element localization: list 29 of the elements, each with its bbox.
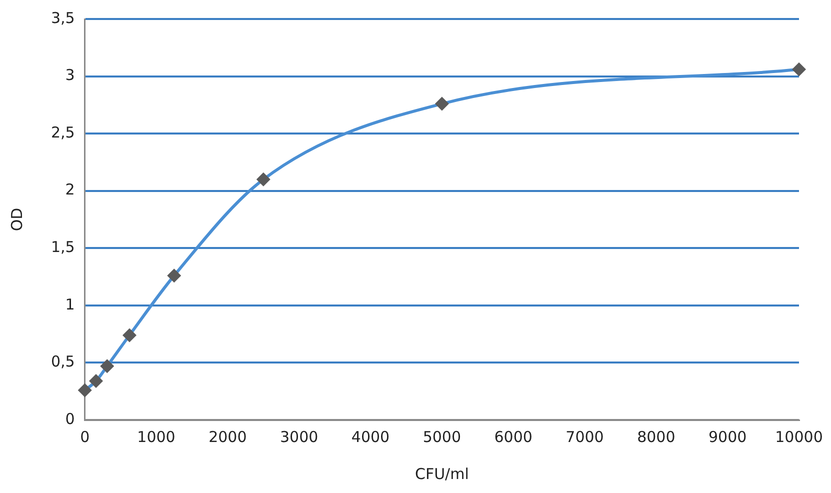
y-tick-label: 1 [65, 295, 75, 314]
x-tick-label: 6000 [494, 428, 532, 446]
y-tick-label: 0 [65, 410, 75, 428]
y-axis-title: OD [8, 208, 26, 232]
x-tick-label: 2000 [208, 428, 247, 446]
x-axis-title: CFU/ml [414, 464, 469, 483]
x-tick-label: 0 [80, 428, 90, 446]
y-tick-label: 1,5 [50, 238, 75, 256]
y-tick-label: 3 [65, 66, 75, 84]
x-tick-label: 3000 [280, 428, 318, 446]
y-tick-label: 2 [65, 180, 75, 199]
point [256, 172, 270, 186]
x-tick-label: 5000 [422, 428, 462, 446]
y-tick-label: 2,5 [50, 123, 75, 142]
x-tick-label: 4000 [351, 428, 390, 446]
x-tick-label: 9000 [708, 428, 747, 446]
y-tick-label: 3,5 [50, 8, 75, 27]
point [78, 383, 92, 398]
point [434, 96, 449, 111]
x-tick-label: 7000 [566, 428, 604, 446]
point [122, 328, 136, 342]
x-tick-label: 1000 [137, 428, 176, 446]
point [88, 374, 103, 388]
point [167, 268, 182, 283]
x-tick-label: 8000 [637, 428, 676, 446]
y-tick-label: 0,5 [50, 352, 75, 371]
point [100, 359, 114, 374]
point [792, 62, 806, 76]
x-tick-label: 10000 [775, 428, 823, 446]
